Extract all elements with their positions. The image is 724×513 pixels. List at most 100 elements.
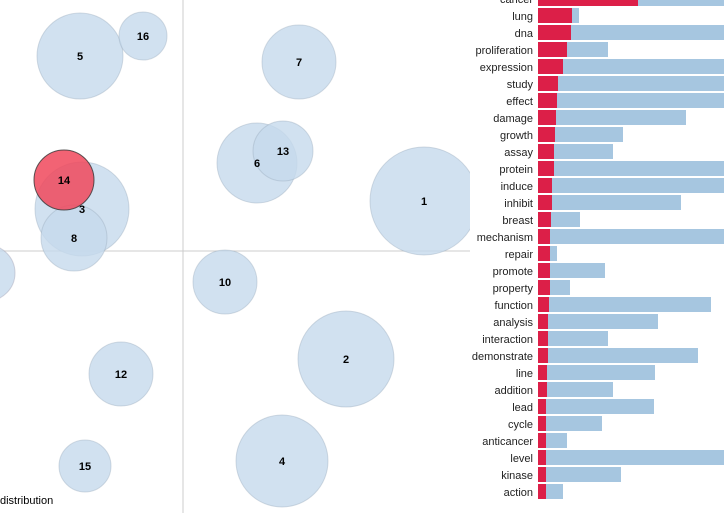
term-label[interactable]: study (507, 79, 534, 91)
topic-frequency-bar (538, 42, 567, 57)
term-label[interactable]: interaction (482, 334, 533, 346)
topic-circle-7[interactable] (261, 24, 337, 100)
overall-frequency-bar (538, 229, 724, 244)
topic-circle-5[interactable] (36, 12, 124, 100)
term-label[interactable]: effect (506, 96, 533, 108)
term-label[interactable]: cycle (508, 419, 533, 431)
overall-frequency-bar (538, 161, 724, 176)
topic-label-1: 1 (421, 196, 427, 208)
term-label[interactable]: breast (502, 215, 533, 227)
topic-circle-12[interactable] (88, 341, 154, 407)
term-label[interactable]: property (493, 283, 534, 295)
term-label[interactable]: level (510, 453, 533, 465)
term-label[interactable]: assay (504, 147, 533, 159)
topic-frequency-bar (538, 280, 550, 295)
topic-label-2: 2 (343, 354, 349, 366)
topic-frequency-bar (538, 25, 571, 40)
topic-circle-14[interactable] (33, 149, 95, 211)
topic-circle-13[interactable] (252, 120, 314, 182)
topic-frequency-bar (538, 314, 548, 329)
topic-frequency-bar (538, 161, 554, 176)
term-label[interactable]: anticancer (482, 436, 533, 448)
overall-frequency-bar (538, 382, 613, 397)
topic-frequency-bar (538, 0, 638, 6)
term-label[interactable]: lung (512, 11, 533, 23)
topic-frequency-bar (538, 144, 554, 159)
overall-frequency-bar (538, 314, 658, 329)
overall-frequency-bar (538, 59, 724, 74)
topic-circle-1[interactable] (369, 146, 470, 256)
topic-frequency-bar (538, 467, 546, 482)
topic-circle[interactable] (0, 245, 16, 301)
term-label[interactable]: damage (493, 113, 533, 125)
term-label[interactable]: growth (500, 130, 533, 142)
overall-frequency-bar (538, 365, 655, 380)
overall-frequency-bar (538, 297, 711, 312)
topic-frequency-bar (538, 178, 552, 193)
topic-frequency-bar (538, 365, 547, 380)
topic-circle-4[interactable] (235, 414, 329, 508)
overall-frequency-bar (538, 178, 724, 193)
topic-frequency-bar (538, 246, 550, 261)
topic-circle-15[interactable] (58, 439, 112, 493)
topic-label-6: 6 (254, 158, 260, 170)
term-label[interactable]: demonstrate (472, 351, 533, 363)
overall-frequency-bar (538, 25, 724, 40)
term-label[interactable]: lead (512, 402, 533, 414)
overall-frequency-bar (538, 127, 623, 142)
topic-label-5: 5 (77, 51, 83, 63)
topic-label-14: 14 (58, 175, 71, 187)
topic-frequency-bar (538, 433, 546, 448)
term-label[interactable]: repair (505, 249, 533, 261)
topic-frequency-bar (538, 297, 549, 312)
term-label[interactable]: kinase (501, 470, 533, 482)
term-label[interactable]: function (494, 300, 533, 312)
topic-frequency-bar (538, 127, 555, 142)
overall-frequency-bar (538, 76, 724, 91)
topic-label-4: 4 (279, 456, 286, 468)
topic-frequency-bar (538, 331, 548, 346)
term-label[interactable]: analysis (493, 317, 533, 329)
topic-label-8: 8 (71, 233, 77, 245)
overall-frequency-bar (538, 144, 613, 159)
overall-frequency-bar (538, 467, 621, 482)
topic-label-15: 15 (79, 461, 91, 473)
topic-frequency-bar (538, 93, 557, 108)
topic-circle-10[interactable] (192, 249, 258, 315)
term-label[interactable]: action (504, 487, 533, 499)
topic-frequency-bar (538, 399, 546, 414)
term-label[interactable]: dna (515, 28, 534, 40)
topic-frequency-bar (538, 8, 572, 23)
topic-circle-2[interactable] (297, 310, 395, 408)
term-label[interactable]: cancer (500, 0, 533, 6)
topic-label-10: 10 (219, 277, 231, 289)
overall-frequency-bar (538, 416, 602, 431)
topic-label-3: 3 (79, 204, 85, 216)
topic-circle-16[interactable] (118, 11, 168, 61)
term-label[interactable]: protein (499, 164, 533, 176)
topic-frequency-bar (538, 382, 547, 397)
term-label[interactable]: expression (480, 62, 533, 74)
term-label[interactable]: addition (494, 385, 533, 397)
overall-frequency-bar (538, 93, 724, 108)
topic-label-7: 7 (296, 57, 302, 69)
topic-frequency-bar (538, 76, 558, 91)
overall-frequency-bar (538, 450, 724, 465)
term-label[interactable]: induce (501, 181, 533, 193)
topic-frequency-bar (538, 212, 551, 227)
distribution-label: distribution (0, 495, 54, 507)
topic-frequency-bar (538, 263, 550, 278)
term-label[interactable]: proliferation (476, 45, 533, 57)
term-label[interactable]: inhibit (504, 198, 533, 210)
term-label[interactable]: mechanism (477, 232, 533, 244)
overall-frequency-bar (538, 331, 608, 346)
term-label[interactable]: promote (493, 266, 533, 278)
topic-frequency-bar (538, 229, 550, 244)
overall-frequency-bar (538, 110, 686, 125)
topic-frequency-bar (538, 348, 548, 363)
topic-frequency-bar (538, 110, 556, 125)
term-label[interactable]: line (516, 368, 533, 380)
overall-frequency-bar (538, 399, 654, 414)
